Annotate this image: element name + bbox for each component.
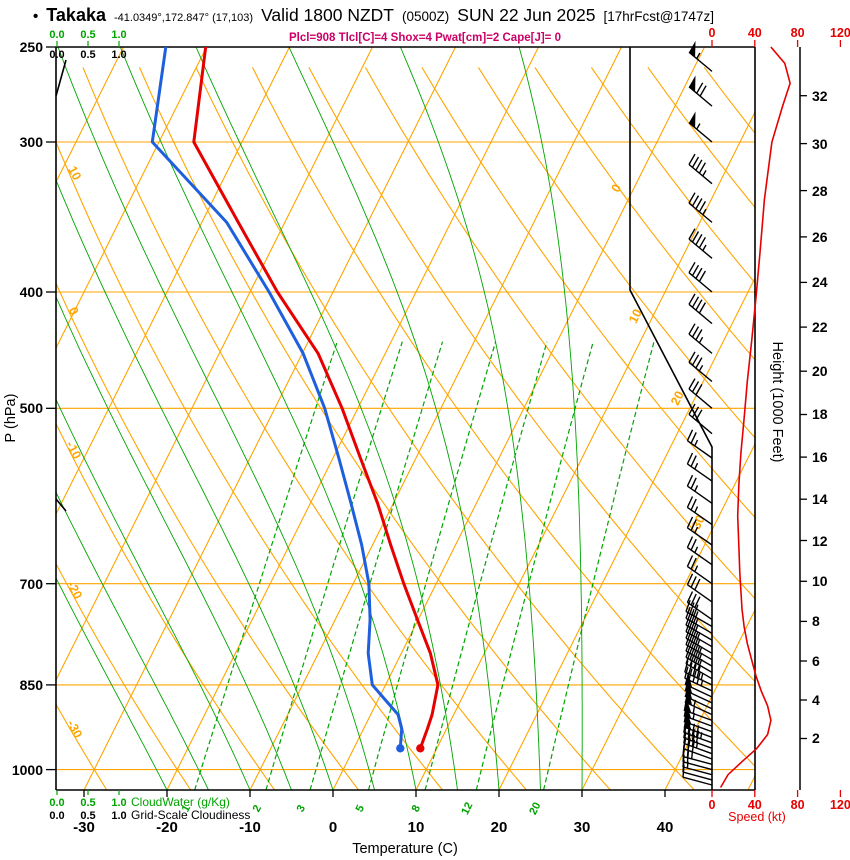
svg-text:-20: -20 [156,819,178,836]
svg-text:0.5: 0.5 [80,797,95,809]
svg-text:1.0: 1.0 [111,49,126,61]
svg-text:26: 26 [812,229,828,245]
svg-text:2: 2 [812,730,820,746]
svg-text:2: 2 [251,803,264,814]
svg-text:20: 20 [527,800,543,816]
svg-text:-10: -10 [63,439,84,462]
svg-text:250: 250 [20,39,44,55]
svg-text:120: 120 [830,798,850,812]
svg-text:0: 0 [709,26,716,40]
svg-text:1.0: 1.0 [111,29,126,41]
svg-text:80: 80 [791,26,805,40]
svg-text:32: 32 [812,88,828,104]
svg-text:28: 28 [812,183,828,199]
svg-text:500: 500 [20,400,44,416]
svg-text:4: 4 [812,692,820,708]
svg-text:12: 12 [812,533,828,549]
svg-text:14: 14 [812,491,828,507]
svg-text:0.0: 0.0 [49,29,64,41]
svg-text:10: 10 [626,307,645,326]
wind-panel [682,40,791,788]
valid-time: Valid 1800 NZDT [261,5,394,25]
svg-text:700: 700 [20,576,44,592]
svg-text:8: 8 [812,613,820,629]
temperature-axis-title: Temperature (C) [352,841,458,857]
svg-text:20: 20 [668,389,687,408]
speed-axis-title: Speed (kt) [728,810,786,824]
svg-text:12: 12 [459,800,475,816]
svg-text:-20: -20 [64,579,85,602]
svg-text:-10: -10 [239,819,261,836]
svg-text:1: 1 [180,803,193,814]
svg-text:16: 16 [812,449,828,465]
svg-text:-30: -30 [73,819,95,836]
svg-text:22: 22 [812,319,828,335]
svg-text:-30: -30 [64,718,85,741]
svg-text:1000: 1000 [12,762,43,778]
svg-text:850: 850 [20,677,44,693]
svg-text:0: 0 [329,819,337,836]
svg-text:30: 30 [812,136,828,152]
svg-text:6: 6 [812,653,820,669]
svg-text:10: 10 [408,819,425,836]
svg-text:40: 40 [748,798,762,812]
svg-text:30: 30 [574,819,591,836]
valid-date: SUN 22 Jun 2025 [457,5,596,25]
svg-text:20: 20 [491,819,508,836]
svg-text:20: 20 [812,363,828,379]
svg-text:8: 8 [410,803,423,814]
header: • Takaka -41.0349°,172.847° (17,103) Val… [33,5,850,26]
svg-text:120: 120 [830,26,850,40]
params-line: Plcl=908 Tlcl[C]=4 Shox=4 Pwat[cm]=2 Cap… [289,32,561,44]
pressure-axis-title: P (hPa) [3,394,19,443]
svg-text:1.0: 1.0 [111,810,126,822]
svg-text:0: 0 [66,305,82,318]
svg-text:0: 0 [709,798,716,812]
station-coords: -41.0349°,172.847° (17,103) [113,12,254,24]
cloudiness-axis-title: Grid-Scale Cloudiness [131,808,250,822]
svg-text:0.5: 0.5 [80,810,95,822]
plot-border [55,46,756,791]
svg-text:1.0: 1.0 [111,797,126,809]
station-name: Takaka [46,5,106,25]
cloudwater-axis-title: CloudWater (g/Kg) [131,795,230,809]
svg-text:3: 3 [295,803,308,814]
svg-text:0.0: 0.0 [49,49,64,61]
svg-text:10: 10 [65,164,84,183]
svg-text:30: 30 [689,513,708,532]
svg-text:5: 5 [354,803,367,814]
svg-text:0.0: 0.0 [49,797,64,809]
svg-text:80: 80 [791,798,805,812]
forecast-info: [17hrFcst@1747z] [603,9,714,24]
sounding-curves [150,47,440,753]
svg-text:0.5: 0.5 [80,49,95,61]
svg-text:10: 10 [812,573,828,589]
valid-zulu: (0500Z) [402,9,450,24]
svg-text:40: 40 [748,26,762,40]
svg-text:40: 40 [657,819,674,836]
svg-text:0.0: 0.0 [49,810,64,822]
svg-text:24: 24 [812,274,828,290]
svg-text:0: 0 [609,182,625,195]
height-axis-title: Height (1000 Feet) [769,342,785,463]
svg-text:400: 400 [20,284,44,300]
station-bullet-icon: • [33,8,39,25]
svg-text:0.5: 0.5 [80,29,95,41]
svg-text:300: 300 [20,134,44,150]
orange-grid [56,47,755,790]
svg-text:18: 18 [812,406,828,422]
